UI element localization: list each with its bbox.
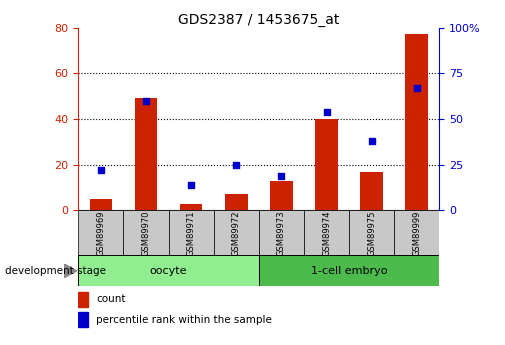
Bar [123, 210, 169, 255]
Title: GDS2387 / 1453675_at: GDS2387 / 1453675_at [178, 12, 339, 27]
Text: GSM89970: GSM89970 [141, 210, 150, 256]
Bar [78, 312, 88, 327]
Point [368, 138, 376, 144]
Point [413, 85, 421, 91]
Text: oocyte: oocyte [150, 266, 187, 276]
Point [187, 182, 195, 188]
Bar [78, 210, 123, 255]
Bar [135, 98, 157, 210]
Bar [225, 195, 247, 210]
Point [323, 109, 331, 115]
Text: GSM89973: GSM89973 [277, 210, 286, 256]
Point [232, 162, 240, 167]
Text: GSM89974: GSM89974 [322, 210, 331, 256]
Bar [361, 171, 383, 210]
Text: GSM89975: GSM89975 [367, 210, 376, 256]
Text: GSM89969: GSM89969 [96, 210, 106, 256]
Bar [270, 181, 293, 210]
Text: GSM89999: GSM89999 [412, 210, 421, 256]
Bar [259, 210, 304, 255]
Bar [259, 255, 439, 286]
Bar [169, 210, 214, 255]
Bar [78, 292, 88, 306]
Bar [180, 204, 203, 210]
Text: percentile rank within the sample: percentile rank within the sample [96, 315, 272, 325]
Polygon shape [64, 264, 77, 278]
Bar [89, 199, 112, 210]
Text: count: count [96, 294, 126, 304]
Bar [394, 210, 439, 255]
Bar [214, 210, 259, 255]
Bar [406, 34, 428, 210]
Bar [304, 210, 349, 255]
Text: development stage: development stage [5, 266, 106, 276]
Point [277, 173, 285, 178]
Point [97, 167, 105, 173]
Text: 1-cell embryo: 1-cell embryo [311, 266, 387, 276]
Text: GSM89972: GSM89972 [232, 210, 241, 256]
Bar [349, 210, 394, 255]
Bar [315, 119, 338, 210]
Bar [78, 255, 259, 286]
Text: GSM89971: GSM89971 [187, 210, 195, 256]
Point [142, 98, 150, 104]
